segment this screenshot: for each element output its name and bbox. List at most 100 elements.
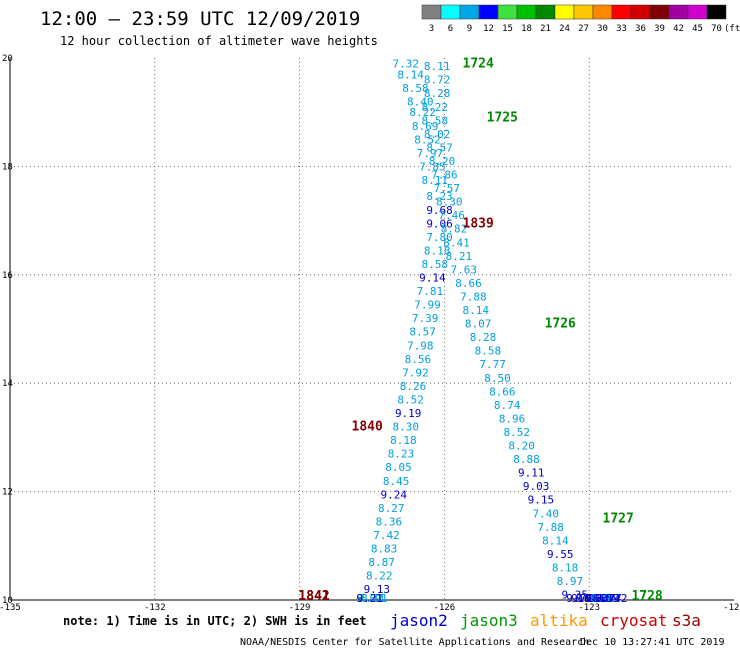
wave-height-value: 8.23 bbox=[388, 448, 415, 461]
wave-height-value: 8.52 bbox=[504, 426, 531, 439]
color-scale-swatch bbox=[668, 4, 689, 20]
pass-time-label: 1724 bbox=[463, 56, 494, 71]
wave-height-value: 7.88 bbox=[537, 521, 564, 534]
wave-height-value: 7.86 bbox=[431, 169, 458, 182]
grid-lines bbox=[10, 58, 734, 600]
wave-height-value: 8.20 bbox=[508, 440, 535, 453]
wave-height-value: 9.59 bbox=[593, 592, 620, 605]
wave-height-value: 7.92 bbox=[402, 366, 429, 379]
pass-time-label: 1728 bbox=[631, 589, 662, 604]
footer-credit: NOAA/NESDIS Center for Satellite Applica… bbox=[240, 637, 589, 648]
wave-height-value: 9.13 bbox=[364, 583, 391, 596]
color-scale-label: 3 bbox=[429, 24, 434, 34]
pass-time-label: 1839 bbox=[463, 216, 494, 231]
wave-height-value: 8.28 bbox=[424, 87, 451, 100]
wave-height-value: 8.52 bbox=[397, 393, 424, 406]
wave-height-value: 7.42 bbox=[373, 529, 400, 542]
satellite-legend-item: jason2 bbox=[390, 611, 448, 630]
wave-height-value: 8.11 bbox=[424, 60, 451, 73]
color-scale-swatch bbox=[497, 4, 518, 20]
color-scale-label: 27 bbox=[578, 24, 589, 34]
wave-height-value: 8.58 bbox=[421, 258, 448, 271]
wave-height-value: 9.77 bbox=[595, 592, 622, 605]
color-scale-swatch bbox=[478, 4, 499, 20]
pass-time-label: 1841 bbox=[298, 589, 329, 604]
wave-height-value: 9.68 bbox=[426, 204, 453, 217]
color-scale-swatch bbox=[649, 4, 670, 20]
x-tick-label: -132 bbox=[144, 603, 166, 613]
x-tick-label: -120 bbox=[723, 603, 740, 613]
x-tick-label: -123 bbox=[578, 603, 600, 613]
pass-time-label: 1840 bbox=[352, 420, 383, 435]
wave-height-value: 7.80 bbox=[426, 231, 453, 244]
wave-height-value: 8.83 bbox=[371, 543, 398, 556]
wave-height-value: 7.63 bbox=[450, 263, 477, 276]
wave-height-value: 8.96 bbox=[590, 592, 617, 605]
y-tick-label: 20 bbox=[2, 54, 13, 64]
wave-height-value: 8.57 bbox=[426, 141, 453, 154]
color-scale-label: 21 bbox=[540, 24, 551, 34]
chart-title: 12:00 – 23:59 UTC 12/09/2019 bbox=[40, 8, 360, 30]
wave-height-value: 8.36 bbox=[376, 515, 403, 528]
wave-height-value: 9.19 bbox=[395, 407, 422, 420]
wave-height-value: 8.14 bbox=[542, 534, 569, 547]
wave-height-value: 9.76 bbox=[566, 592, 593, 605]
wave-height-value: 8.21 bbox=[446, 250, 473, 263]
wave-height-value: 9.64 bbox=[588, 592, 615, 605]
wave-height-value: 8.40 bbox=[407, 95, 434, 108]
satellite-legend-item: cryosat bbox=[600, 611, 667, 630]
color-scale-label: 33 bbox=[616, 24, 627, 34]
color-scale-swatch bbox=[535, 4, 556, 20]
wave-height-value: 8.18 bbox=[552, 561, 579, 574]
wave-height-value: 9.35 bbox=[561, 589, 588, 602]
pass-time-label: 1726 bbox=[545, 317, 576, 332]
y-tick-label: 10 bbox=[2, 596, 13, 606]
pass-time-label: 1725 bbox=[487, 111, 518, 126]
wave-height-value: 9.55 bbox=[547, 548, 574, 561]
wave-height-value: 7.32 bbox=[393, 57, 420, 70]
wave-height-points: 7.328.148.588.408.228.698.527.977.858.11… bbox=[356, 57, 627, 605]
color-scale-unit: (ft) bbox=[724, 24, 740, 34]
wave-height-value: 8.58 bbox=[475, 345, 502, 358]
header: 12:00 – 23:59 UTC 12/09/2019 12 hour col… bbox=[40, 8, 378, 48]
wave-height-value: 7.97 bbox=[417, 147, 444, 160]
wave-height-value: 8.72 bbox=[424, 74, 451, 87]
y-tick-label: 14 bbox=[2, 379, 13, 389]
wave-height-value: 9.06 bbox=[426, 217, 453, 230]
color-scale-label: 18 bbox=[521, 24, 532, 34]
color-scale-label: 70 bbox=[711, 24, 722, 34]
color-scale-label: 24 bbox=[559, 24, 570, 34]
satellite-legend-item: jason3 bbox=[460, 611, 518, 630]
wave-height-value: 7.57 bbox=[434, 182, 461, 195]
wave-height-value: 8.66 bbox=[455, 277, 482, 290]
wave-height-value: 8.11 bbox=[421, 174, 448, 187]
wave-height-value: 8.52 bbox=[414, 133, 441, 146]
wave-height-value: 8.82 bbox=[441, 223, 468, 236]
wave-height-value: 7.88 bbox=[460, 290, 487, 303]
wave-height-value: 9.21 bbox=[356, 592, 383, 605]
wave-height-value: 9.03 bbox=[523, 480, 550, 493]
axis-tick-labels: -135 -132 -129 -126 -123 -120 10 12 14 16 18 20 bbox=[0, 54, 740, 613]
color-scale-swatch bbox=[440, 4, 461, 20]
satellite-legend-item: altika bbox=[530, 611, 588, 630]
wave-height-value: 9.11 bbox=[518, 467, 545, 480]
color-scale-swatch bbox=[421, 4, 442, 20]
plot-area bbox=[9, 58, 734, 601]
color-scale-label: 9 bbox=[467, 24, 472, 34]
wave-height-value: 8.69 bbox=[412, 120, 439, 133]
wave-height-value: 8.88 bbox=[513, 453, 540, 466]
wave-height-value: 9.13 bbox=[576, 592, 603, 605]
y-tick-label: 18 bbox=[2, 162, 13, 172]
color-scale-label: 45 bbox=[692, 24, 703, 34]
wave-height-value: 8.30 bbox=[393, 421, 420, 434]
color-scale-label: 12 bbox=[483, 24, 494, 34]
wave-height-value: 7.39 bbox=[412, 312, 439, 325]
wave-height-value: 7.77 bbox=[479, 358, 506, 371]
wave-height-value: 8.87 bbox=[368, 556, 395, 569]
wave-height-value: 8.18 bbox=[424, 244, 451, 257]
wave-height-value: 8.45 bbox=[383, 475, 410, 488]
x-tick-label: -126 bbox=[434, 603, 456, 613]
